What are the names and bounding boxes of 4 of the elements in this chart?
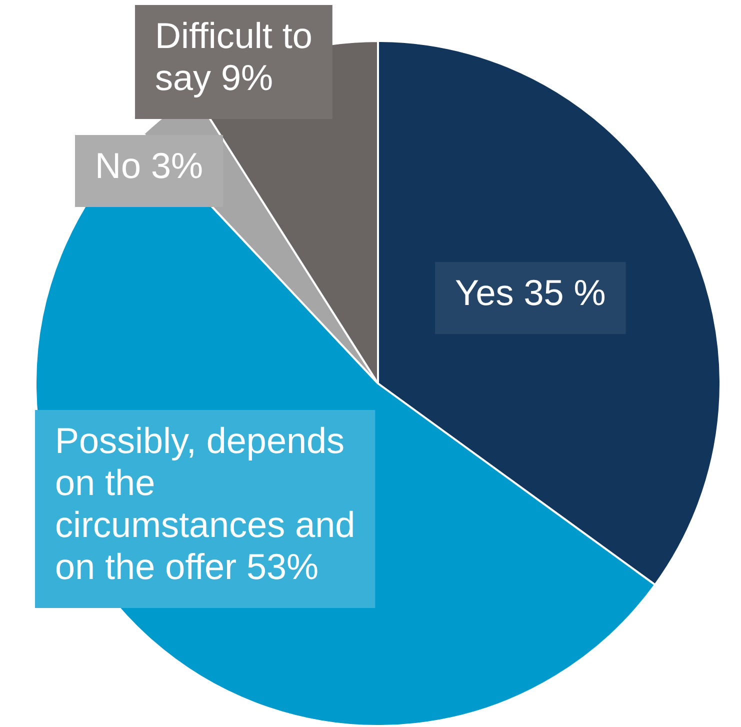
slice-label: No 3% xyxy=(95,144,204,186)
slice-label: Yes 35 % xyxy=(455,272,606,313)
slice-label: Possibly, depends on the circumstances and on the offer 53% xyxy=(55,420,356,587)
slice-label: Difficult to say 9% xyxy=(155,14,312,98)
